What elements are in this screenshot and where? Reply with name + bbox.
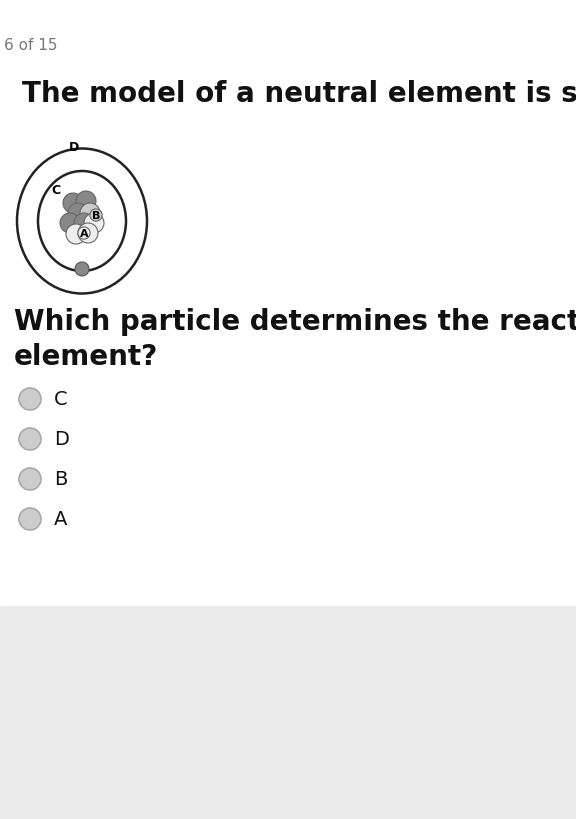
- Text: C: C: [54, 390, 67, 409]
- Circle shape: [84, 214, 104, 233]
- Circle shape: [66, 224, 86, 245]
- Circle shape: [74, 214, 94, 233]
- Text: C: C: [51, 183, 60, 197]
- Text: The model of a neutral element is shown below.: The model of a neutral element is shown …: [22, 80, 576, 108]
- Circle shape: [78, 224, 98, 244]
- Circle shape: [75, 263, 89, 277]
- Bar: [0, 606, 576, 819]
- Circle shape: [63, 194, 83, 214]
- Circle shape: [76, 192, 96, 212]
- Text: 6 of 15: 6 of 15: [4, 38, 58, 53]
- Text: B: B: [92, 210, 100, 221]
- Text: D: D: [69, 141, 79, 154]
- Text: B: B: [54, 470, 67, 489]
- Circle shape: [19, 388, 41, 410]
- Text: D: D: [54, 430, 69, 449]
- Text: A: A: [79, 229, 88, 238]
- Text: Which particle determines the reactivity of the
element?: Which particle determines the reactivity…: [14, 308, 576, 370]
- Circle shape: [80, 204, 100, 224]
- Circle shape: [19, 468, 41, 491]
- Circle shape: [19, 509, 41, 531]
- Text: A: A: [54, 510, 67, 529]
- Circle shape: [19, 428, 41, 450]
- Circle shape: [60, 214, 80, 233]
- Circle shape: [68, 204, 88, 224]
